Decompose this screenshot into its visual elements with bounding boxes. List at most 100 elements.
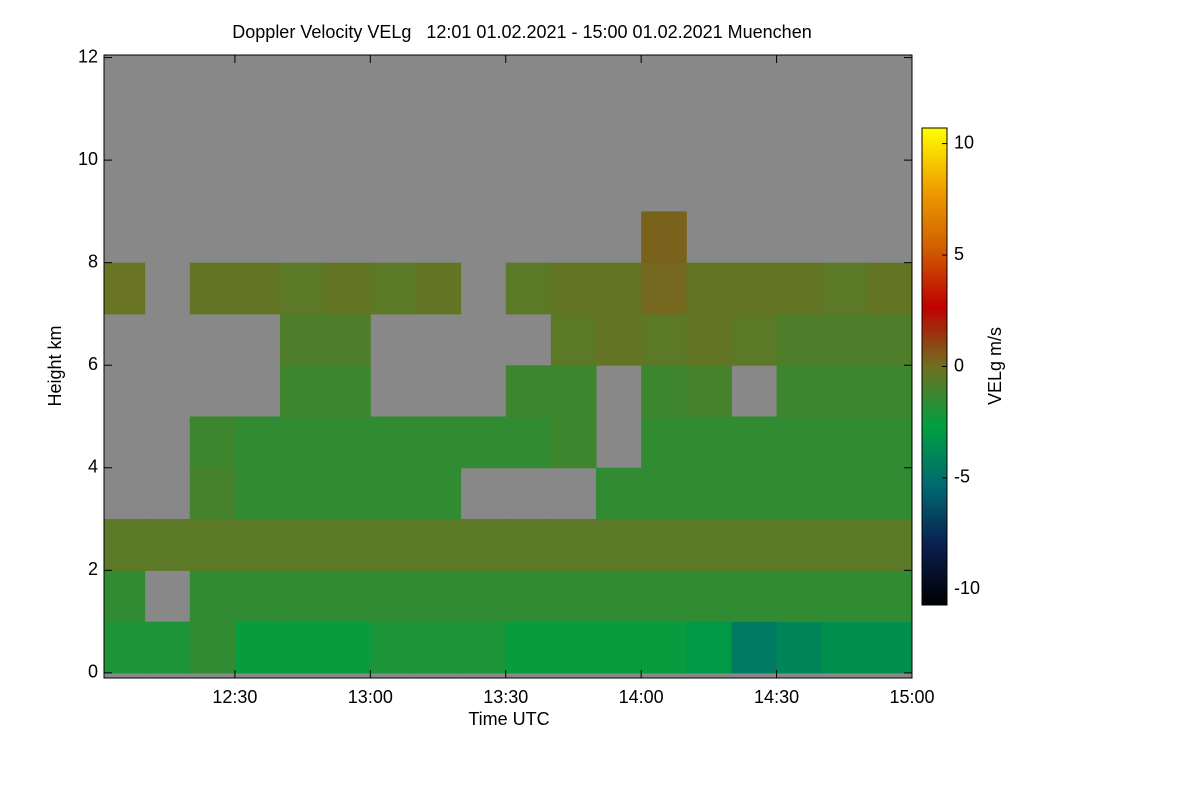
heatmap-cell <box>505 519 552 571</box>
heatmap-cell <box>596 519 642 571</box>
heatmap-cell <box>189 416 236 469</box>
colorbar-label: VELg m/s <box>985 327 1005 405</box>
heatmap-cell <box>731 519 778 571</box>
heatmap-cell <box>866 313 913 366</box>
y-tick-label: 10 <box>78 149 98 169</box>
heatmap-cell <box>596 570 642 623</box>
y-tick-label: 0 <box>88 662 98 682</box>
heatmap-cell <box>325 365 371 417</box>
heatmap-cell <box>686 467 732 520</box>
heatmap-cell <box>505 570 552 623</box>
heatmap-cell <box>866 467 913 520</box>
heatmap-cell <box>144 621 191 674</box>
heatmap-cell <box>505 262 552 315</box>
heatmap-cell <box>234 519 281 571</box>
heatmap-cell <box>460 621 507 674</box>
heatmap-cell <box>415 416 462 469</box>
heatmap-cell <box>731 313 778 366</box>
colorbar-tick-label: 0 <box>954 355 964 375</box>
heatmap-cell <box>189 621 236 674</box>
heatmap-cell <box>821 467 868 520</box>
heatmap-cell <box>776 262 823 315</box>
heatmap-cell <box>641 570 687 623</box>
heatmap-cell <box>776 416 823 469</box>
heatmap-cell <box>144 519 191 571</box>
heatmap-cell <box>686 365 732 417</box>
heatmap-cell <box>821 519 868 571</box>
y-tick-label: 4 <box>88 457 98 477</box>
heatmap-cell <box>866 365 913 417</box>
heatmap-cell <box>776 467 823 520</box>
heatmap-cell <box>234 262 281 315</box>
heatmap-cell <box>550 365 597 417</box>
heatmap-cell <box>104 519 146 571</box>
heatmap-cell <box>104 262 146 315</box>
heatmap-cell <box>325 621 371 674</box>
heatmap-cell <box>550 621 597 674</box>
heatmap-cell <box>104 570 146 623</box>
heatmap-cell <box>641 519 687 571</box>
y-axis-label: Height km <box>45 325 65 406</box>
heatmap-cell <box>821 570 868 623</box>
heatmap-cell <box>415 570 462 623</box>
heatmap-cell <box>234 570 281 623</box>
heatmap-cell <box>686 621 732 674</box>
heatmap-cell <box>641 211 687 264</box>
heatmap-cell <box>686 416 732 469</box>
heatmap-cell <box>776 570 823 623</box>
heatmap-cell <box>460 570 507 623</box>
heatmap-cell <box>686 570 732 623</box>
heatmap-cell <box>731 262 778 315</box>
heatmap-cell <box>505 365 552 417</box>
heatmap-cell <box>731 416 778 469</box>
heatmap-cell <box>325 262 371 315</box>
heatmap-cell <box>641 416 687 469</box>
heatmap-cell <box>550 262 597 315</box>
x-tick-label: 13:00 <box>348 687 393 707</box>
heatmap-cell <box>550 519 597 571</box>
heatmap-cell <box>641 621 687 674</box>
heatmap-cell <box>505 621 552 674</box>
x-tick-label: 12:30 <box>212 687 257 707</box>
heatmap-cell <box>280 519 326 571</box>
heatmap-cell <box>370 262 416 315</box>
heatmap-cell <box>280 467 326 520</box>
colorbar-tick-label: -5 <box>954 467 970 487</box>
heatmap-cell <box>731 467 778 520</box>
heatmap-cell <box>550 416 597 469</box>
x-tick-label: 14:00 <box>619 687 664 707</box>
heatmap-cell <box>821 416 868 469</box>
heatmap-cell <box>596 467 642 520</box>
heatmap-cell <box>550 313 597 366</box>
heatmap-cell <box>325 313 371 366</box>
x-tick-label: 14:30 <box>754 687 799 707</box>
heatmap-cell <box>370 519 416 571</box>
heatmap-cell <box>776 313 823 366</box>
x-tick-label: 15:00 <box>889 687 934 707</box>
heatmap-cell <box>731 621 778 674</box>
heatmap-cell <box>415 519 462 571</box>
colorbar-tick-label: 10 <box>954 132 974 152</box>
heatmap-cell <box>370 416 416 469</box>
heatmap-cell <box>776 621 823 674</box>
heatmap-cell <box>641 365 687 417</box>
heatmap-cell <box>596 262 642 315</box>
heatmap-cell <box>460 519 507 571</box>
heatmap-cell <box>280 416 326 469</box>
y-tick-label: 12 <box>78 46 98 66</box>
heatmap-cell <box>415 262 462 315</box>
heatmap-cell <box>234 621 281 674</box>
heatmap-cell <box>731 570 778 623</box>
heatmap-cell <box>641 467 687 520</box>
heatmap-cell <box>821 365 868 417</box>
heatmap-cell <box>415 467 462 520</box>
x-axis-label: Time UTC <box>468 709 549 729</box>
heatmap-cell <box>370 467 416 520</box>
heatmap-cell <box>866 416 913 469</box>
y-tick-label: 8 <box>88 251 98 271</box>
colorbar-tick-label: -10 <box>954 578 980 598</box>
heatmap-cell <box>325 467 371 520</box>
x-tick-label: 13:30 <box>483 687 528 707</box>
heatmap-cell <box>776 519 823 571</box>
